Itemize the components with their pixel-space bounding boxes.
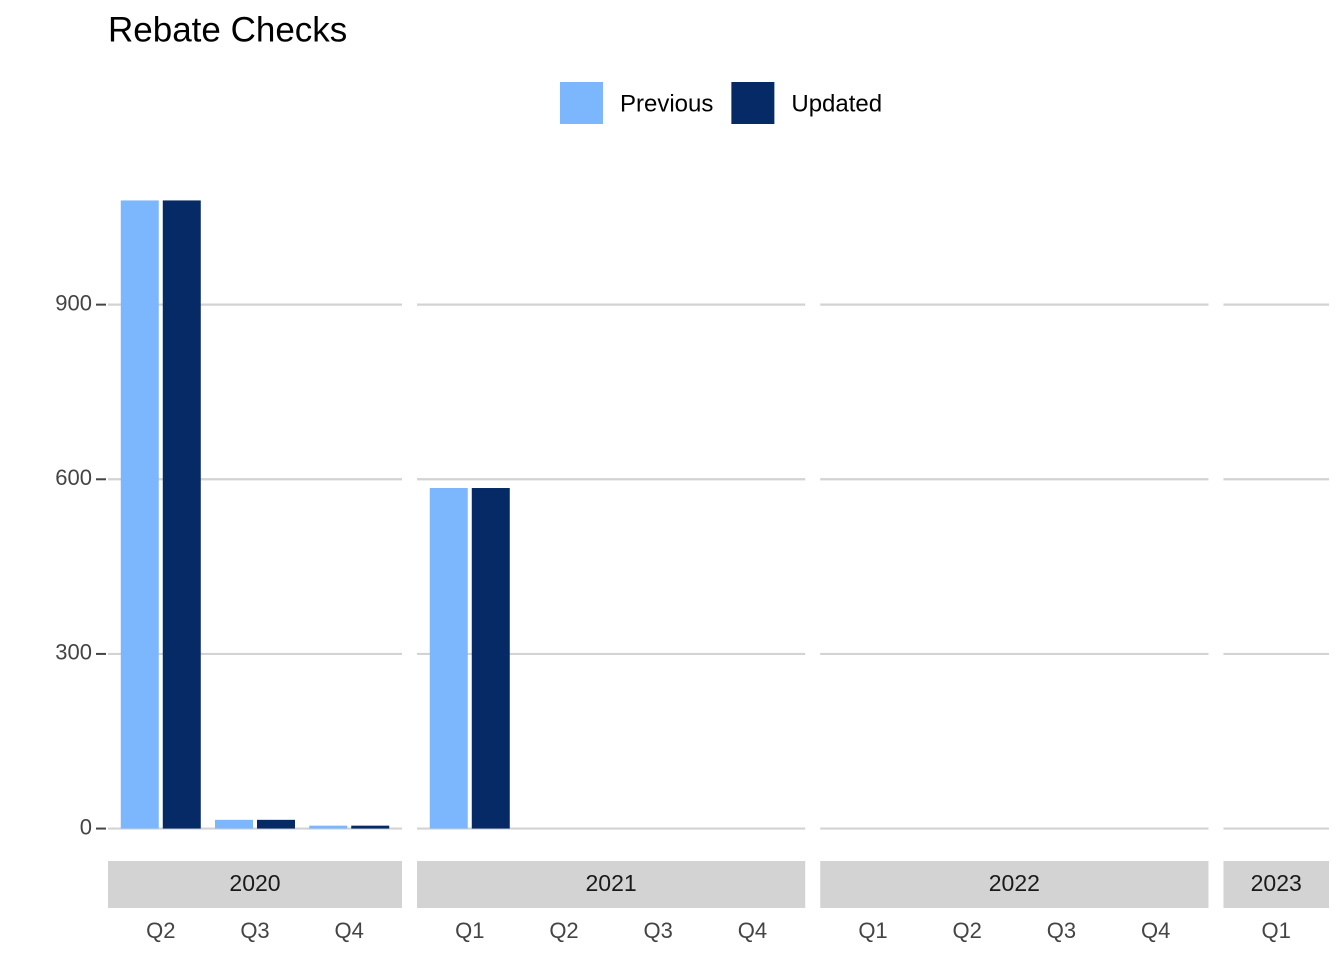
x-tick-label: Q3	[644, 918, 673, 943]
x-tick-label: Q4	[335, 918, 364, 943]
x-tick-label: Q1	[455, 918, 484, 943]
facet-label: 2022	[989, 870, 1040, 896]
x-tick-label: Q3	[240, 918, 269, 943]
bar	[429, 488, 468, 829]
y-tick-label: 600	[55, 465, 92, 490]
x-tick-label: Q3	[1047, 918, 1076, 943]
legend-swatch	[731, 82, 775, 124]
y-tick-label: 900	[55, 290, 92, 315]
bar	[309, 825, 348, 829]
x-tick-label: Q1	[1262, 918, 1291, 943]
x-tick-label: Q2	[549, 918, 578, 943]
x-tick-label: Q4	[738, 918, 767, 943]
y-tick-label: 300	[55, 640, 92, 665]
bar	[257, 819, 295, 829]
x-tick-label: Q2	[953, 918, 982, 943]
facet-label: 2021	[586, 870, 637, 896]
legend-swatch	[560, 82, 603, 124]
legend-label: Previous	[620, 90, 713, 117]
facet-strip	[417, 861, 806, 908]
facet-strip	[1223, 861, 1329, 908]
bar	[162, 200, 201, 829]
bar	[351, 825, 390, 829]
facet-label: 2023	[1251, 870, 1302, 896]
x-tick-label: Q4	[1141, 918, 1170, 943]
bar	[215, 819, 253, 829]
bar	[120, 200, 159, 829]
bar	[471, 488, 510, 829]
facet-strip	[108, 861, 402, 908]
facet-strip	[820, 861, 1209, 908]
chart-title: Rebate Checks	[108, 10, 347, 49]
facet-label: 2020	[229, 870, 280, 896]
y-tick-label: 0	[80, 814, 92, 839]
x-tick-label: Q2	[146, 918, 175, 943]
x-tick-label: Q1	[858, 918, 887, 943]
legend-label: Updated	[791, 90, 882, 117]
